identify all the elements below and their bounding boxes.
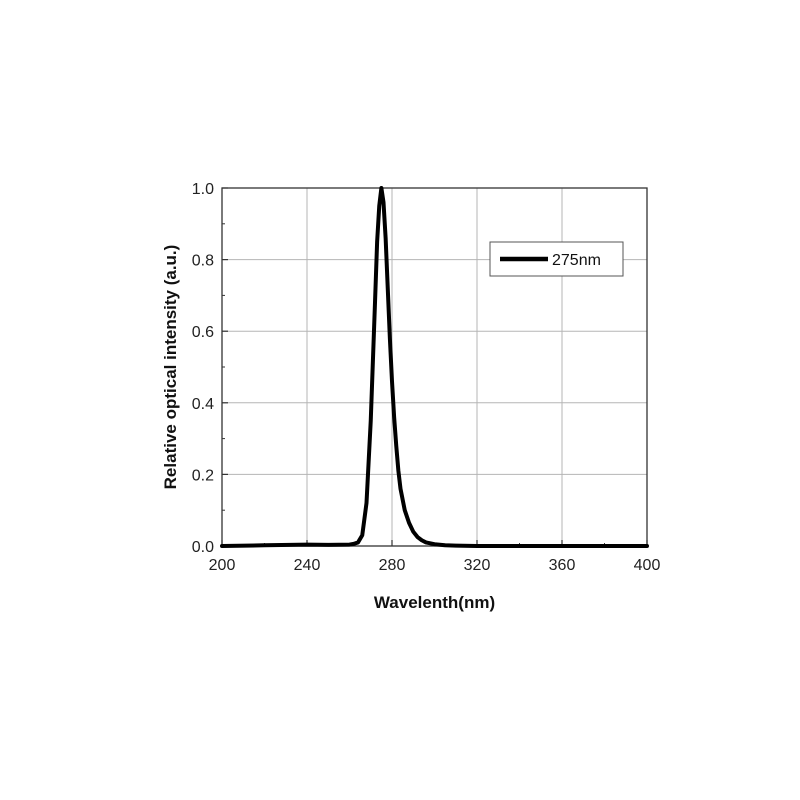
x-tick-label: 360 bbox=[549, 557, 576, 574]
y-axis-title: Relative optical intensity (a.u.) bbox=[161, 245, 180, 490]
y-tick-label: 0.2 bbox=[192, 467, 214, 484]
x-tick-label: 400 bbox=[634, 557, 661, 574]
legend: 275nm bbox=[489, 241, 624, 277]
axis-ticks: 200 240 280 320 360 400 0.0 0.2 0.4 0.6 0.8 1.0 bbox=[192, 181, 661, 574]
x-tick-label: 240 bbox=[294, 557, 321, 574]
x-tick-label: 280 bbox=[379, 557, 406, 574]
x-tick-label: 200 bbox=[209, 557, 236, 574]
x-axis-title: Wavelenth(nm) bbox=[374, 593, 495, 612]
y-tick-label: 0.6 bbox=[192, 324, 214, 341]
y-tick-label: 0.0 bbox=[192, 539, 214, 556]
series-line-275nm bbox=[220, 186, 649, 548]
y-tick-label: 0.8 bbox=[192, 253, 214, 270]
x-tick-label: 320 bbox=[464, 557, 491, 574]
legend-label-275nm: 275nm bbox=[552, 252, 601, 269]
y-tick-label: 0.4 bbox=[192, 396, 214, 413]
y-tick-label: 1.0 bbox=[192, 181, 214, 198]
series-layer bbox=[220, 186, 649, 548]
